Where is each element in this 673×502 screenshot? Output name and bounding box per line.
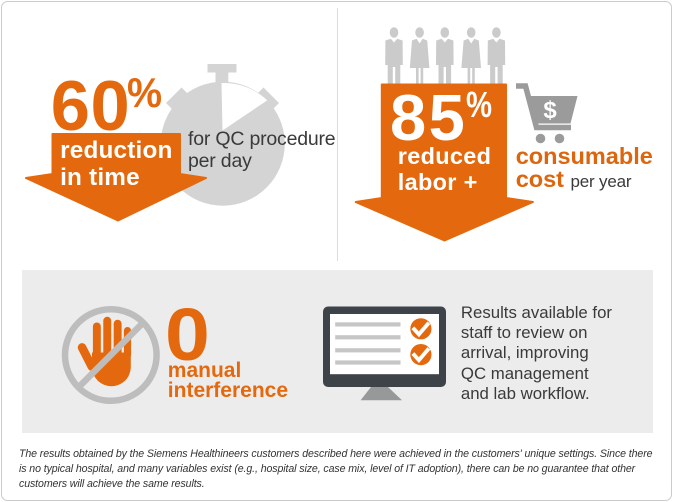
svg-text:$: $	[543, 97, 557, 124]
